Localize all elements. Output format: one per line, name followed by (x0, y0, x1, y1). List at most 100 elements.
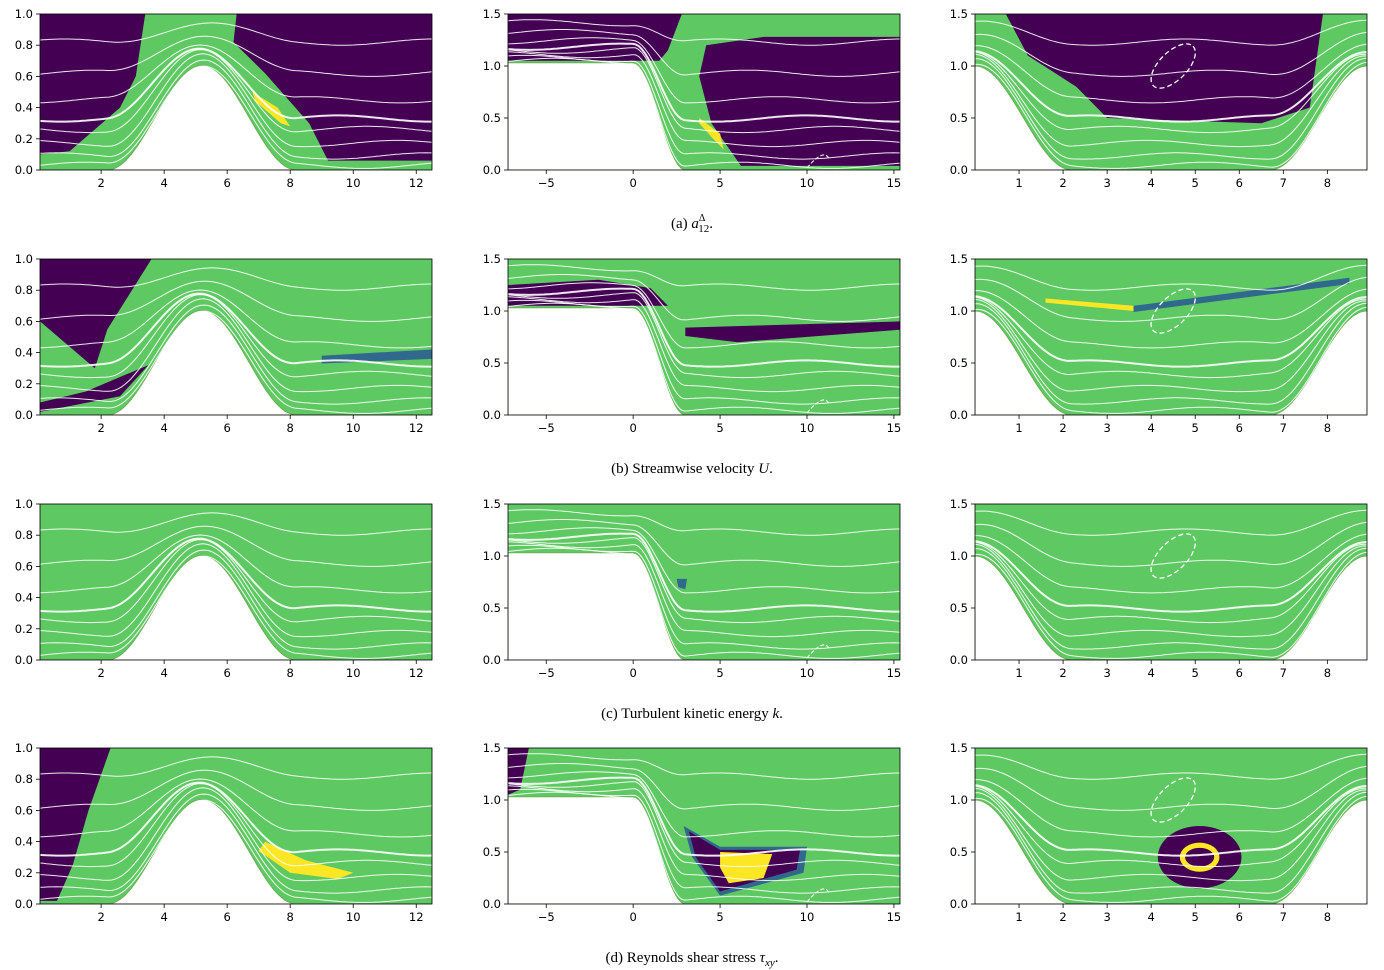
caption: (b) Streamwise velocity U. (611, 461, 773, 477)
y-tick-label: 1.5 (950, 252, 968, 266)
streamline (508, 42, 900, 123)
separation-line (806, 888, 831, 903)
x-tick-label: 4 (1148, 176, 1155, 190)
field (508, 14, 900, 170)
streamline (975, 50, 1367, 123)
x-tick-label: 0 (629, 666, 636, 680)
streamline (40, 292, 432, 368)
region (258, 841, 354, 880)
x-tick-label: 6 (1236, 176, 1243, 190)
streamline (975, 777, 1367, 838)
y-tick-label: 1.0 (483, 304, 501, 318)
x-tick-label: 3 (1103, 176, 1110, 190)
streamline (508, 527, 900, 594)
y-tick-label: 1.0 (15, 7, 33, 21)
y-tick-label: 0.0 (15, 897, 33, 911)
y-tick-label: 1.0 (483, 549, 501, 563)
x-tick-label: 2 (97, 421, 104, 435)
region (720, 852, 773, 884)
caption-end: . (769, 461, 773, 477)
streamline (40, 512, 432, 536)
wall (508, 552, 900, 660)
streamline (975, 19, 1367, 46)
streamline (975, 53, 1367, 148)
streamline (40, 525, 432, 567)
field (975, 748, 1367, 904)
x-tick-label: 6 (1236, 666, 1243, 680)
y-tick-label: 0.4 (15, 835, 33, 849)
x-tick-label: 6 (1236, 421, 1243, 435)
y-tick-label: 0.0 (15, 163, 33, 177)
y-tick-label: 0.2 (15, 132, 33, 146)
x-tick-label: 10 (346, 176, 361, 190)
streamline (975, 765, 1367, 811)
caption-label: (c) (601, 706, 618, 722)
x-tick-label: 5 (1192, 176, 1199, 190)
axes-frame (507, 503, 901, 661)
x-tick-label: 8 (287, 666, 294, 680)
y-tick-label: 1.5 (483, 741, 501, 755)
caption-symbol: k (772, 706, 779, 722)
x-tick-label: 6 (224, 666, 231, 680)
x-tick-label: 0 (629, 910, 636, 924)
field (40, 748, 432, 904)
streamline (40, 534, 432, 594)
x-tick-label: 5 (1192, 910, 1199, 924)
x-tick-label: 4 (1148, 910, 1155, 924)
panel: 2 4 6 8 10 12 0.0 0.2 0.4 0.6 0.8 1.0 (15, 7, 433, 190)
streamline (975, 61, 1367, 169)
streamline (508, 763, 900, 811)
streamline (508, 544, 900, 650)
streamline (40, 781, 432, 857)
axes-frame (974, 13, 1368, 171)
streamline (975, 753, 1367, 780)
x-tick-label: −5 (538, 421, 555, 435)
y-tick-label: 0.6 (15, 803, 33, 817)
x-tick-label: 10 (346, 666, 361, 680)
streamline (975, 784, 1367, 857)
streamline (40, 783, 432, 868)
field (40, 14, 432, 170)
caption-text: Turbulent kinetic energy (621, 706, 769, 722)
streamline (40, 47, 432, 123)
region (1005, 14, 1323, 124)
y-tick-label: 1.5 (483, 7, 501, 21)
streamline (40, 549, 432, 650)
x-tick-label: 1 (1015, 176, 1022, 190)
streamline (975, 296, 1367, 379)
x-tick-label: 2 (97, 176, 104, 190)
axes-frame (974, 258, 1368, 416)
y-tick-label: 1.0 (483, 793, 501, 807)
x-tick-label: 4 (160, 421, 167, 435)
streamline (508, 19, 900, 46)
x-tick-label: 12 (409, 421, 424, 435)
y-tick-label: 0.4 (15, 101, 33, 115)
streamline (508, 47, 900, 134)
streamline (508, 287, 900, 368)
x-tick-label: 3 (1103, 421, 1110, 435)
x-tick-label: 5 (716, 421, 723, 435)
x-tick-label: 2 (1059, 421, 1066, 435)
caption-label: (b) (611, 461, 629, 477)
y-tick-label: 0.0 (483, 653, 501, 667)
panel: 1 2 3 4 5 6 7 8 0.0 0.5 1.0 1.5 (950, 7, 1368, 190)
streamline (508, 37, 900, 104)
y-tick-label: 1.5 (950, 741, 968, 755)
streamline (508, 51, 900, 148)
x-tick-label: 2 (97, 910, 104, 924)
y-tick-label: 1.5 (483, 252, 501, 266)
streamline (508, 537, 900, 624)
wall (508, 796, 900, 904)
caption-text: Reynolds shear stress (627, 950, 756, 966)
axes-frame (507, 13, 901, 171)
x-tick-label: 10 (800, 421, 815, 435)
y-tick-label: 0.4 (15, 591, 33, 605)
region (1045, 298, 1134, 311)
streamline (975, 795, 1367, 903)
caption-end: . (775, 950, 779, 966)
axes-frame (974, 503, 1368, 661)
y-tick-label: 0.2 (15, 622, 33, 636)
x-tick-label: 5 (716, 666, 723, 680)
x-tick-label: 15 (887, 176, 902, 190)
y-tick-label: 1.5 (483, 497, 501, 511)
